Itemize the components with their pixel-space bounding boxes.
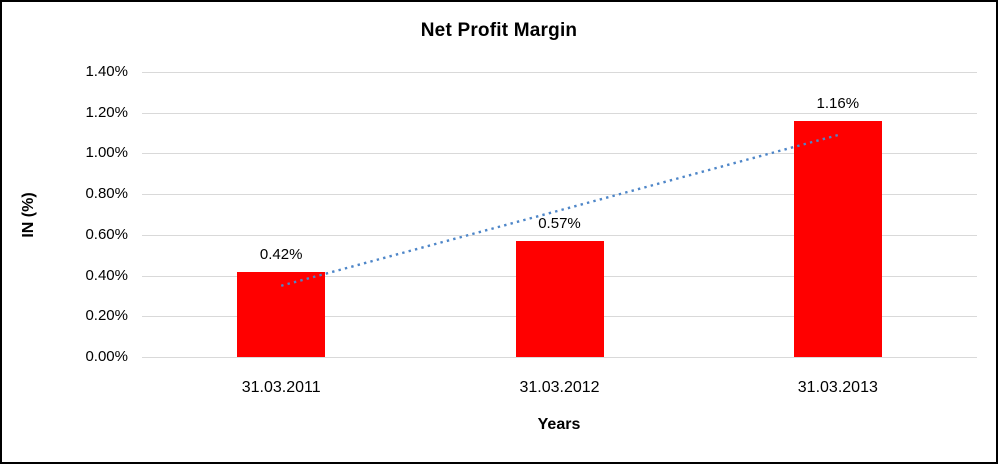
y-tick-label: 0.00% — [85, 348, 128, 365]
y-tick-label: 0.60% — [85, 225, 128, 243]
category-label: 31.03.2011 — [241, 379, 321, 396]
gridline — [142, 357, 977, 358]
category-label: 31.03.2012 — [519, 379, 600, 396]
bar-31.03.2012 — [515, 240, 604, 357]
bar-value-label: 0.42% — [259, 245, 303, 263]
y-tick-label: 0.20% — [85, 307, 128, 325]
bar-31.03.2013 — [793, 120, 882, 357]
bar-value-label: 0.57% — [538, 214, 581, 232]
y-tick-label: 0.80% — [85, 185, 128, 203]
category-label: 31.03.2013 — [797, 379, 878, 396]
gridline — [142, 112, 977, 114]
bar-31.03.2011 — [237, 271, 326, 357]
x-axis-title: Years — [537, 416, 581, 433]
y-tick-label: 0.40% — [85, 266, 128, 284]
bar-value-label: 1.16% — [816, 94, 860, 112]
chart-title: Net Profit Margin — [420, 20, 578, 41]
y-tick-label: 1.20% — [85, 103, 128, 121]
y-tick-label: 1.00% — [85, 144, 128, 162]
y-tick-label: 1.40% — [85, 63, 128, 80]
gridline — [142, 72, 977, 73]
